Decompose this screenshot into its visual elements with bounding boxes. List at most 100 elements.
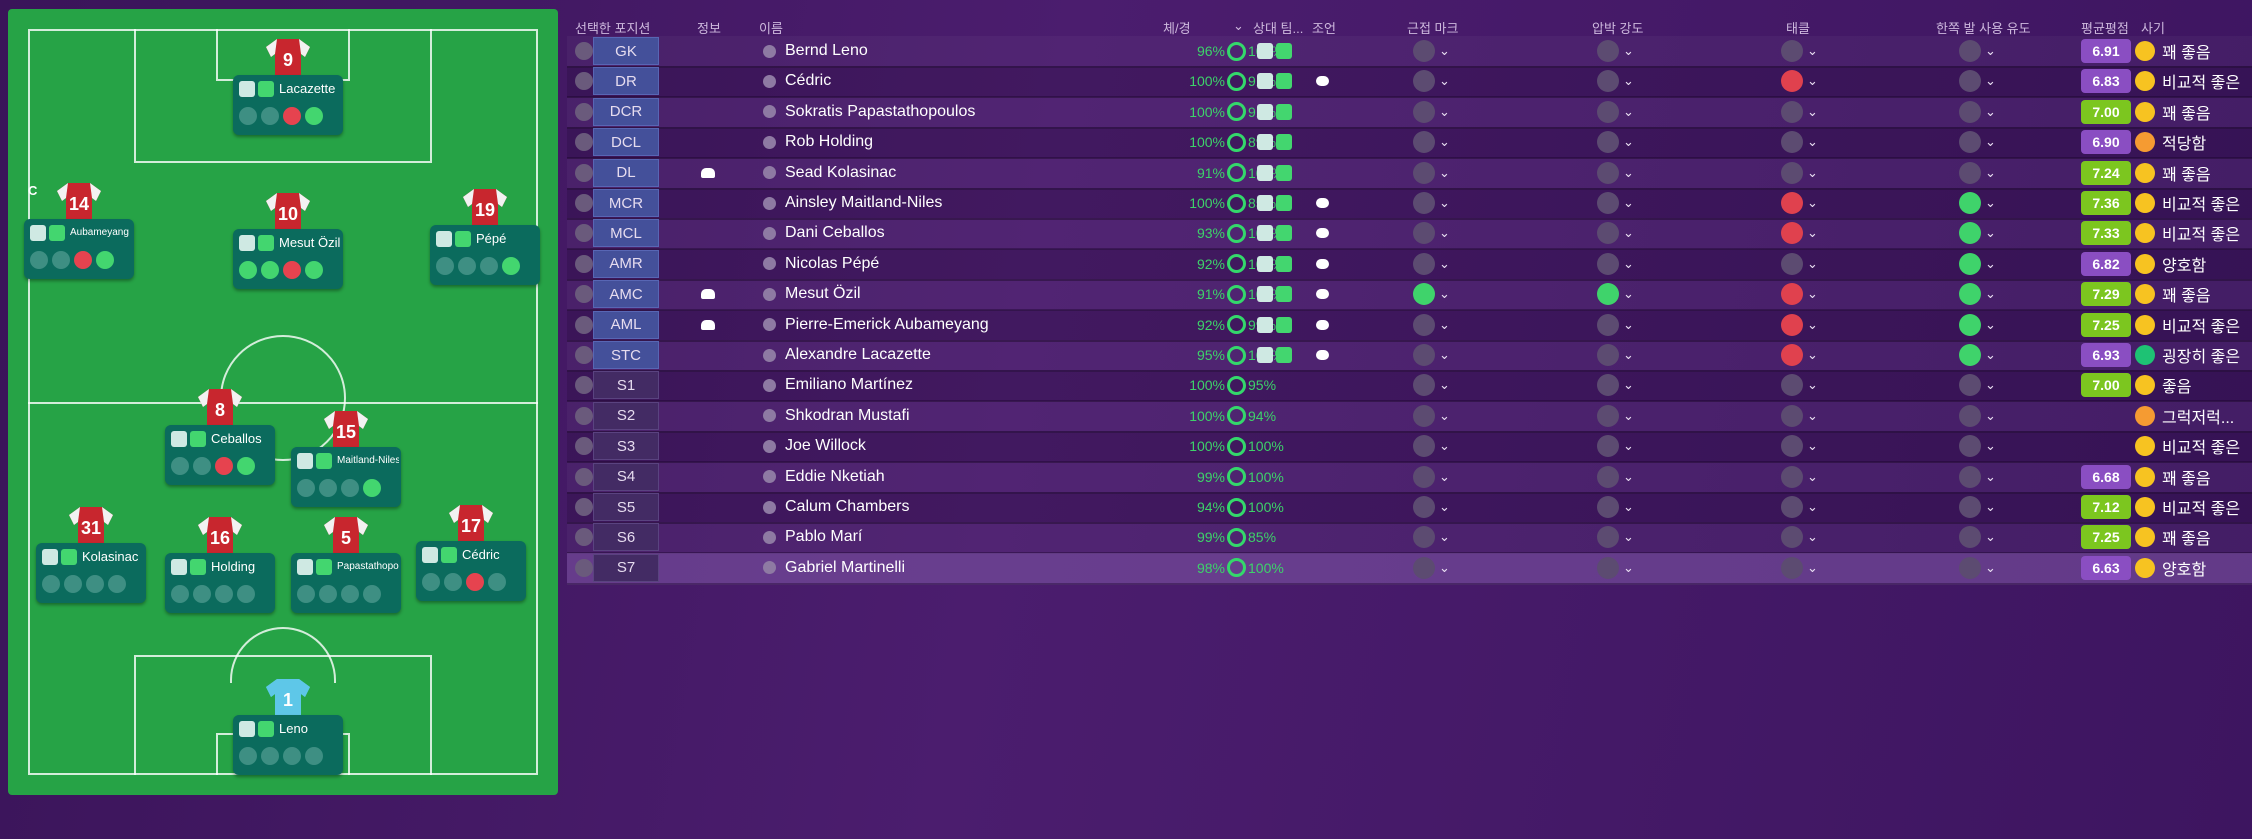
position-selector[interactable]: MCL [593, 219, 659, 248]
chevron-down-icon[interactable]: ⌄ [1985, 225, 1996, 241]
player-card[interactable]: Kolasinac [36, 543, 146, 603]
chevron-down-icon[interactable]: ⌄ [1985, 377, 1996, 393]
instruction-icon[interactable] [171, 457, 189, 475]
table-row[interactable]: S7 Gabriel Martinelli 98% 100% ⌄ ⌄ ⌄ ⌄ 6… [567, 552, 2252, 585]
check-icon[interactable] [575, 376, 593, 395]
close-marking-icon[interactable] [1413, 131, 1435, 154]
chevron-down-icon[interactable]: ⌄ [1439, 316, 1450, 332]
player-card[interactable]: Holding [165, 553, 275, 613]
position-selector[interactable]: STC [593, 341, 659, 369]
table-row[interactable]: MCL Dani Ceballos 93% 100% ⌄ ⌄ ⌄ ⌄ 7.33 … [567, 218, 2252, 251]
header-tackling[interactable]: 태클 [1786, 21, 1810, 36]
instruction-icon[interactable] [193, 585, 211, 603]
position-selector[interactable]: DCL [593, 128, 659, 157]
header-name[interactable]: 이름 [759, 21, 783, 36]
check-icon[interactable] [575, 194, 593, 212]
weak-foot-icon[interactable] [1959, 70, 1981, 93]
header-advice[interactable]: 조언 [1312, 21, 1336, 36]
header-opposition-instructions[interactable]: 상대 팀... [1253, 21, 1304, 36]
pressing-icon[interactable] [1597, 313, 1619, 336]
opposition-role-icon[interactable] [1276, 225, 1292, 242]
pitch-player[interactable]: 31 Kolasinac [36, 505, 146, 609]
pressing-icon[interactable] [1597, 161, 1619, 184]
chevron-down-icon[interactable]: ⌄ [1439, 43, 1450, 58]
tackling-icon[interactable] [1781, 556, 1803, 579]
pressing-icon[interactable] [1597, 283, 1619, 306]
table-row[interactable]: AMC Mesut Özil 91% 100% ⌄ ⌄ ⌄ ⌄ 7.29 꽤 좋… [567, 279, 2252, 312]
tackling-icon[interactable] [1781, 161, 1803, 184]
pitch-player[interactable]: 19 Pépé [430, 187, 540, 291]
header-pressing[interactable]: 압박 강도 [1592, 21, 1644, 36]
close-marking-icon[interactable] [1413, 70, 1435, 93]
pressing-icon[interactable] [1597, 374, 1619, 397]
instruction-icon[interactable] [283, 107, 301, 125]
weak-foot-icon[interactable] [1959, 374, 1981, 397]
chevron-down-icon[interactable]: ⌄ [1439, 468, 1450, 484]
weak-foot-icon[interactable] [1959, 40, 1981, 62]
player-name-link[interactable]: Sokratis Papastathopoulos [785, 102, 976, 120]
sort-chevron-icon[interactable]: ⌄ [1233, 18, 1244, 33]
player-card[interactable]: Leno [233, 715, 343, 775]
weak-foot-icon[interactable] [1959, 161, 1981, 184]
header-morale[interactable]: 사기 [2141, 21, 2165, 36]
table-row[interactable]: S6 Pablo Marí 99% 85% ⌄ ⌄ ⌄ ⌄ 7.25 꽤 좋음 [567, 522, 2252, 555]
opposition-role-icon[interactable] [1276, 316, 1292, 333]
player-name-link[interactable]: Gabriel Martinelli [785, 558, 906, 576]
player-name-link[interactable]: Pablo Marí [785, 528, 863, 546]
instruction-icon[interactable] [458, 257, 476, 275]
header-selected-position[interactable]: 선택한 포지션 [575, 21, 651, 36]
instruction-icon[interactable] [74, 251, 92, 269]
player-name-link[interactable]: Nicolas Pépé [785, 254, 880, 272]
check-icon[interactable] [575, 163, 593, 182]
instruction-icon[interactable] [502, 257, 520, 275]
chevron-down-icon[interactable]: ⌄ [1439, 499, 1450, 514]
instruction-icon[interactable] [108, 575, 126, 593]
pressing-icon[interactable] [1597, 192, 1619, 214]
chevron-down-icon[interactable]: ⌄ [1439, 103, 1450, 119]
pressing-icon[interactable] [1597, 252, 1619, 275]
instruction-icon[interactable] [363, 479, 381, 497]
instruction-icon[interactable] [193, 457, 211, 475]
close-marking-icon[interactable] [1413, 313, 1435, 336]
instruction-icon[interactable] [239, 747, 257, 765]
check-icon[interactable] [575, 254, 593, 273]
player-name-link[interactable]: Pierre-Emerick Aubameyang [785, 315, 989, 333]
position-selector[interactable]: GK [593, 37, 659, 65]
instruction-icon[interactable] [283, 747, 301, 765]
tackling-icon[interactable] [1781, 344, 1803, 366]
advice-speech-icon[interactable] [1316, 258, 1329, 269]
instruction-icon[interactable] [42, 575, 60, 593]
player-card[interactable]: Aubameyang [24, 219, 134, 279]
chevron-down-icon[interactable]: ⌄ [1623, 255, 1634, 271]
tackling-icon[interactable] [1781, 222, 1803, 245]
player-name-link[interactable]: Bernd Leno [785, 42, 868, 59]
player-name-link[interactable]: Dani Ceballos [785, 224, 885, 242]
check-icon[interactable] [575, 406, 593, 425]
close-marking-icon[interactable] [1413, 192, 1435, 214]
chevron-down-icon[interactable]: ⌄ [1985, 286, 1996, 302]
close-marking-icon[interactable] [1413, 435, 1435, 458]
weak-foot-icon[interactable] [1959, 435, 1981, 458]
weak-foot-icon[interactable] [1959, 496, 1981, 518]
instruction-icon[interactable] [261, 261, 279, 279]
chevron-down-icon[interactable]: ⌄ [1985, 164, 1996, 180]
chevron-down-icon[interactable]: ⌄ [1439, 347, 1450, 362]
weak-foot-icon[interactable] [1959, 526, 1981, 549]
chevron-down-icon[interactable]: ⌄ [1807, 499, 1818, 514]
opposition-instruction-icon[interactable] [1257, 347, 1273, 363]
weak-foot-icon[interactable] [1959, 252, 1981, 275]
chevron-down-icon[interactable]: ⌄ [1439, 134, 1450, 150]
opposition-instruction-icon[interactable] [1257, 103, 1273, 120]
table-row[interactable]: S5 Calum Chambers 94% 100% ⌄ ⌄ ⌄ ⌄ 7.12 … [567, 492, 2252, 524]
tackling-icon[interactable] [1781, 252, 1803, 275]
instruction-icon[interactable] [239, 107, 257, 125]
player-name-link[interactable]: Mesut Özil [785, 285, 861, 303]
chevron-down-icon[interactable]: ⌄ [1807, 438, 1818, 454]
chevron-down-icon[interactable]: ⌄ [1985, 347, 1996, 362]
tackling-icon[interactable] [1781, 70, 1803, 93]
player-card[interactable]: Lacazette [233, 75, 343, 135]
check-icon[interactable] [575, 528, 593, 547]
player-card[interactable]: Cédric [416, 541, 526, 601]
instruction-icon[interactable] [171, 585, 189, 603]
opposition-instruction-icon[interactable] [1257, 134, 1273, 151]
